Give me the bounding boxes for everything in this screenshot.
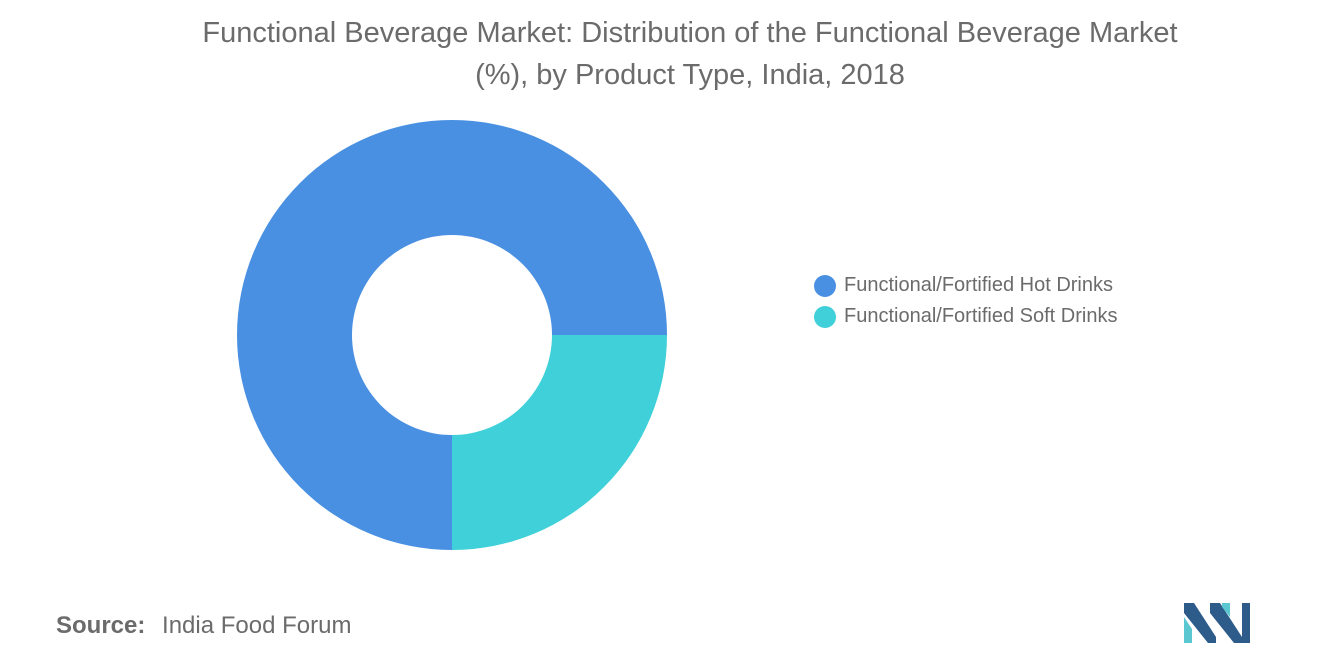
legend-item: Functional/Fortified Hot Drinks	[814, 270, 1117, 301]
donut-slice-hot-drinks	[237, 120, 667, 550]
donut-slice-soft-drinks	[452, 335, 667, 550]
donut-slices	[237, 120, 667, 550]
chart-title-line-1: Functional Beverage Market: Distribution…	[202, 17, 1178, 49]
chart-title-line-2: (%), by Product Type, India, 2018	[475, 59, 905, 91]
legend-swatch	[814, 274, 836, 297]
source-text: India Food Forum	[162, 612, 352, 639]
mordor-logo-icon	[1184, 603, 1250, 643]
legend-label: Functional/Fortified Soft Drinks	[844, 305, 1118, 327]
legend-swatch	[814, 305, 836, 328]
chart-legend: Functional/Fortified Hot Drinks Functiona…	[814, 270, 1117, 332]
legend-item: Functional/Fortified Soft Drinks	[814, 301, 1117, 332]
source-label: Source:	[56, 612, 146, 639]
legend-label: Functional/Fortified Hot Drinks	[844, 274, 1113, 296]
chart-title: Functional Beverage Market: Distribution…	[0, 12, 1320, 96]
source-note: Source: India Food Forum	[56, 612, 351, 640]
